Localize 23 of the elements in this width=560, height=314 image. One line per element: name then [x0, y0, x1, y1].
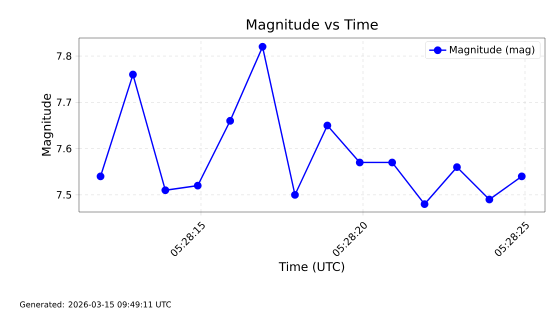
y-tick-label: 7.7 [56, 98, 72, 106]
point [291, 190, 299, 199]
point [258, 42, 266, 51]
point [388, 158, 396, 166]
point [161, 186, 170, 194]
point [194, 182, 202, 190]
point [518, 172, 526, 180]
point [96, 172, 104, 180]
legend-label: Magnitude (mag) [450, 46, 534, 56]
y-tick-label: 7.6 [56, 144, 72, 152]
point [356, 158, 364, 166]
chart-title: Magnitude vs Time [246, 18, 378, 32]
point [323, 122, 332, 130]
y-tick-label: 7.8 [56, 52, 72, 60]
y-axis-title: Magnitude [42, 94, 54, 156]
x-axis-title: Time (UTC) [278, 262, 344, 273]
point [485, 196, 494, 204]
point [129, 70, 137, 78]
y-tick-label: 7.5 [56, 191, 72, 199]
point [453, 163, 461, 172]
point [420, 200, 428, 208]
text: Generated: 2026-03-15 09:49:11 UTC [20, 301, 171, 308]
point [226, 116, 234, 125]
